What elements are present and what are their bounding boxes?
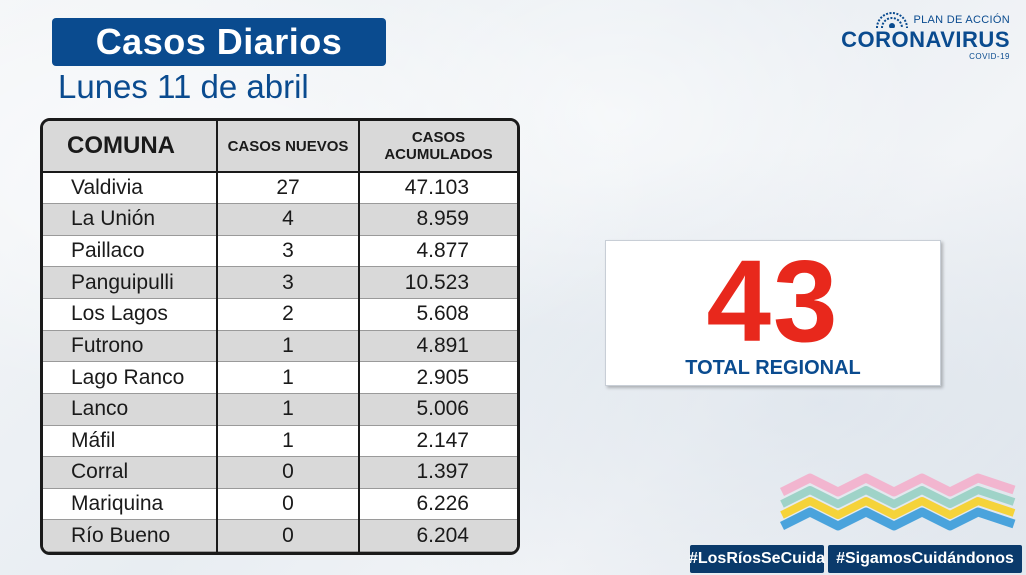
page-title: Casos Diarios (52, 18, 386, 66)
cases-table: COMUNA CASOS NUEVOS CASOS ACUMULADOS Val… (40, 118, 520, 555)
table-row: Futrono 1 4.891 (43, 330, 517, 363)
total-regional-label: TOTAL REGIONAL (685, 357, 861, 379)
table-row: La Unión 4 8.959 (43, 203, 517, 236)
cell-comuna: Paillaco (43, 235, 218, 268)
table-row: Lago Ranco 1 2.905 (43, 361, 517, 394)
logo-plan-text: PLAN DE ACCIÓN (913, 14, 1010, 26)
cell-nuevos: 3 (217, 235, 360, 268)
cell-nuevos: 0 (217, 456, 360, 489)
total-regional-value: 43 (706, 236, 840, 366)
total-regional-box: 43 TOTAL REGIONAL (605, 240, 941, 386)
cell-acumulados: 6.204 (359, 519, 517, 552)
cell-acumulados: 2.905 (359, 361, 517, 394)
cell-acumulados: 47.103 (359, 172, 517, 205)
header-acum-line1: CASOS (411, 129, 466, 146)
cell-comuna: Corral (43, 456, 218, 489)
cell-acumulados: 4.877 (359, 235, 517, 268)
cell-comuna: Mariquina (43, 488, 218, 521)
cell-comuna: Río Bueno (43, 519, 218, 552)
coronavirus-logo: PLAN DE ACCIÓN CORONAVIRUS COVID-19 (825, 12, 1010, 68)
cell-acumulados: 5.608 (359, 298, 517, 331)
cell-comuna: Futrono (43, 330, 218, 363)
cell-acumulados: 1.397 (359, 456, 517, 489)
table-row: Valdivia 27 47.103 (43, 172, 517, 205)
cell-nuevos: 1 (217, 361, 360, 394)
date-subtitle: Lunes 11 de abril (58, 68, 309, 105)
table-row: Máfil 1 2.147 (43, 425, 517, 458)
table-row: Corral 0 1.397 (43, 456, 517, 489)
hashtag-sigamos: #SigamosCuidándonos (828, 545, 1022, 573)
cell-acumulados: 10.523 (359, 266, 517, 299)
cell-nuevos: 1 (217, 393, 360, 426)
cell-comuna: Máfil (43, 425, 218, 458)
cell-comuna: Los Lagos (43, 298, 218, 331)
cell-comuna: Lanco (43, 393, 218, 426)
cell-acumulados: 8.959 (359, 203, 517, 236)
logo-main-text: CORONAVIRUS (841, 27, 1010, 52)
table-row: Mariquina 0 6.226 (43, 488, 517, 521)
cell-nuevos: 1 (217, 330, 360, 363)
zigzag-wave-decoration (780, 473, 1016, 531)
cell-comuna: Valdivia (43, 172, 218, 205)
cell-nuevos: 1 (217, 425, 360, 458)
table-row: Panguipulli 3 10.523 (43, 266, 517, 299)
table-row: Paillaco 3 4.877 (43, 235, 517, 268)
cell-acumulados: 2.147 (359, 425, 517, 458)
cell-comuna: La Unión (43, 203, 218, 236)
cell-acumulados: 6.226 (359, 488, 517, 521)
table-header-row: COMUNA CASOS NUEVOS CASOS ACUMULADOS (43, 121, 517, 173)
header-casos-acumulados: CASOS ACUMULADOS (359, 121, 517, 173)
cell-nuevos: 0 (217, 488, 360, 521)
table-row: Río Bueno 0 6.204 (43, 519, 517, 552)
header-casos-nuevos: CASOS NUEVOS (217, 121, 360, 173)
cell-comuna: Panguipulli (43, 266, 218, 299)
cell-comuna: Lago Ranco (43, 361, 218, 394)
cell-nuevos: 4 (217, 203, 360, 236)
header-comuna: COMUNA (43, 121, 218, 173)
cell-nuevos: 0 (217, 519, 360, 552)
header-acum-line2: ACUMULADOS (384, 146, 493, 163)
cell-nuevos: 2 (217, 298, 360, 331)
cell-acumulados: 5.006 (359, 393, 517, 426)
cell-acumulados: 4.891 (359, 330, 517, 363)
logo-covid-text: COVID-19 (969, 52, 1010, 61)
government-seal-icon (876, 12, 909, 28)
table-row: Los Lagos 2 5.608 (43, 298, 517, 331)
hashtag-los-rios: #LosRíosSeCuida (689, 545, 825, 573)
cell-nuevos: 27 (217, 172, 360, 205)
table-row: Lanco 1 5.006 (43, 393, 517, 426)
cell-nuevos: 3 (217, 266, 360, 299)
